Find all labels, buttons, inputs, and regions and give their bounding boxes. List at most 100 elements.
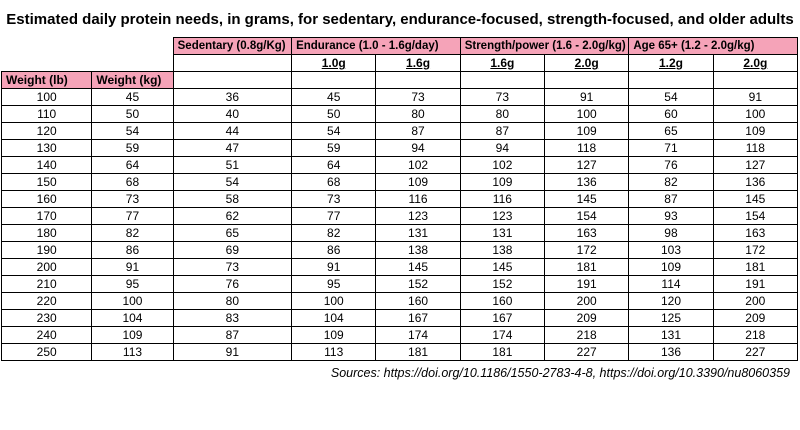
table-cell: 170 <box>0 207 93 225</box>
sources-note: Sources: https://doi.org/10.1186/1550-27… <box>330 366 790 380</box>
table-cell: 127 <box>712 156 799 174</box>
table-cell: 118 <box>544 139 630 157</box>
table-cell: 209 <box>712 309 799 327</box>
table-row: 220 100 80 100 160 160 200 120 200 <box>0 292 799 310</box>
table-cell: 98 <box>628 224 714 242</box>
table-row: 120 54 44 54 87 87 109 65 109 <box>0 122 799 140</box>
table-cell: 80 <box>172 292 293 310</box>
table-cell: 95 <box>291 275 377 293</box>
table-cell: 160 <box>0 190 93 208</box>
table-cell: 102 <box>375 156 461 174</box>
table-cell: 54 <box>91 122 174 140</box>
table-cell: 227 <box>544 343 630 361</box>
table-cell: 80 <box>375 105 461 123</box>
table-row: 180 82 65 82 131 131 163 98 163 <box>0 224 799 242</box>
table-cell: 59 <box>91 139 174 157</box>
table-cell: 73 <box>459 88 546 106</box>
table-cell: 125 <box>628 309 714 327</box>
subheader-strength-2-0g: 2.0g <box>544 54 630 72</box>
table-cell: 100 <box>544 105 630 123</box>
table-cell: 91 <box>544 88 630 106</box>
table-cell: 250 <box>0 343 93 361</box>
table-cell: 82 <box>291 224 377 242</box>
table-cell: 86 <box>291 241 377 259</box>
table-cell: 82 <box>91 224 174 242</box>
table-cell: 136 <box>628 343 714 361</box>
table-cell: 91 <box>712 88 799 106</box>
table-cell: 136 <box>712 173 799 191</box>
table-row: 200 91 73 91 145 145 181 109 181 <box>0 258 799 276</box>
table-row: 140 64 51 64 102 102 127 76 127 <box>0 156 799 174</box>
table-cell: 172 <box>712 241 799 259</box>
table-cell: 58 <box>172 190 293 208</box>
empty-cell <box>459 71 546 89</box>
table-cell: 91 <box>91 258 174 276</box>
table-cell: 69 <box>172 241 293 259</box>
table-cell: 240 <box>0 326 93 344</box>
table-cell: 109 <box>712 122 799 140</box>
table-cell: 200 <box>0 258 93 276</box>
table-cell: 60 <box>628 105 714 123</box>
table-cell: 109 <box>544 122 630 140</box>
table-cell: 45 <box>291 88 377 106</box>
table-cell: 113 <box>291 343 377 361</box>
table-cell: 68 <box>291 173 377 191</box>
table-cell: 87 <box>375 122 461 140</box>
empty-cell <box>544 71 630 89</box>
table-cell: 163 <box>544 224 630 242</box>
table-cell: 218 <box>712 326 799 344</box>
table-cell: 120 <box>628 292 714 310</box>
table-cell: 123 <box>459 207 546 225</box>
table-cell: 77 <box>91 207 174 225</box>
subheader-endurance-1-0g: 1.0g <box>291 54 377 72</box>
table-cell: 174 <box>459 326 546 344</box>
table-cell: 227 <box>712 343 799 361</box>
table-cell: 64 <box>91 156 174 174</box>
table-cell: 200 <box>544 292 630 310</box>
table-cell: 210 <box>0 275 93 293</box>
header-strength: Strength/power (1.6 - 2.0g/kg) <box>459 37 630 55</box>
subheader-endurance-1-6g: 1.6g <box>375 54 461 72</box>
table-cell: 40 <box>172 105 293 123</box>
table-cell: 109 <box>91 326 174 344</box>
table-cell: 100 <box>291 292 377 310</box>
empty-cell <box>172 71 293 89</box>
spacer-cell <box>1 54 92 72</box>
empty-cell <box>172 54 293 72</box>
table-cell: 167 <box>375 309 461 327</box>
table-cell: 181 <box>544 258 630 276</box>
table-cell: 138 <box>459 241 546 259</box>
table-cell: 73 <box>91 190 174 208</box>
subheader-age65-1-2g: 1.2g <box>628 54 714 72</box>
table-cell: 65 <box>628 122 714 140</box>
table-cell: 181 <box>712 258 799 276</box>
table-row: 100 45 36 45 73 73 91 54 91 <box>0 88 799 106</box>
table-cell: 109 <box>291 326 377 344</box>
table-cell: 191 <box>712 275 799 293</box>
table-cell: 116 <box>459 190 546 208</box>
table-cell: 100 <box>712 105 799 123</box>
table-cell: 45 <box>91 88 174 106</box>
table-cell: 160 <box>459 292 546 310</box>
table-cell: 83 <box>172 309 293 327</box>
table-cell: 150 <box>0 173 93 191</box>
table-cell: 95 <box>91 275 174 293</box>
table-cell: 54 <box>628 88 714 106</box>
table-cell: 145 <box>459 258 546 276</box>
table-cell: 64 <box>291 156 377 174</box>
table-cell: 123 <box>375 207 461 225</box>
table-cell: 44 <box>172 122 293 140</box>
table-cell: 51 <box>172 156 293 174</box>
table-row: 150 68 54 68 109 109 136 82 136 <box>0 173 799 191</box>
table-cell: 152 <box>375 275 461 293</box>
table-row: 110 50 40 50 80 80 100 60 100 <box>0 105 799 123</box>
table-body: 100 45 36 45 73 73 91 54 91 110 50 40 50 80 80 100 60 100… <box>0 88 799 361</box>
table-cell: 54 <box>291 122 377 140</box>
table-cell: 80 <box>459 105 546 123</box>
header-weight-lb: Weight (lb) <box>0 71 93 89</box>
table-cell: 54 <box>172 173 293 191</box>
table-cell: 152 <box>459 275 546 293</box>
table-row: 230 104 83 104 167 167 209 125 209 <box>0 309 799 327</box>
table-cell: 59 <box>291 139 377 157</box>
table-cell: 36 <box>172 88 293 106</box>
